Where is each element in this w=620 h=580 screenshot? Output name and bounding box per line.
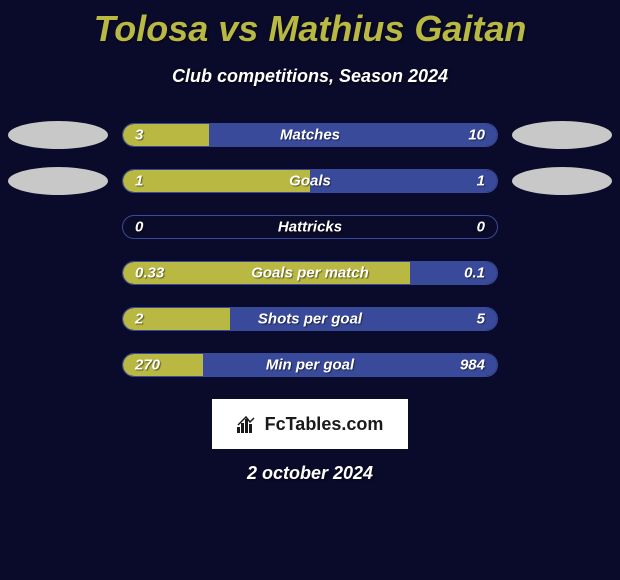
stat-bar-track: 0 0 Hattricks	[122, 215, 498, 239]
subtitle: Club competitions, Season 2024	[0, 66, 620, 87]
stat-value-left: 3	[135, 127, 143, 144]
player-avatar-right	[512, 213, 612, 241]
player-avatar-left	[8, 351, 108, 379]
stat-label: Min per goal	[266, 357, 354, 374]
stat-row: 1 1 Goals	[8, 169, 612, 193]
stat-label: Goals per match	[251, 265, 369, 282]
stat-bar-track: 0.33 0.1 Goals per match	[122, 261, 498, 285]
stat-value-right: 1	[477, 173, 485, 190]
stat-value-left: 2	[135, 311, 143, 328]
stat-label: Hattricks	[278, 219, 342, 236]
stat-value-right: 5	[477, 311, 485, 328]
stat-value-right: 10	[468, 127, 485, 144]
stat-bar-track: 3 10 Matches	[122, 123, 498, 147]
player-avatar-left	[8, 213, 108, 241]
stats-container: 3 10 Matches 1 1 Goals 0 0 Hattricks 0.33 0.1 Goals…	[0, 123, 620, 377]
player-avatar-right	[512, 259, 612, 287]
player-avatar-right	[512, 121, 612, 149]
player-avatar-right	[512, 351, 612, 379]
logo-box: FcTables.com	[212, 399, 408, 449]
stat-label: Shots per goal	[258, 311, 362, 328]
player-avatar-right	[512, 167, 612, 195]
stat-row: 0 0 Hattricks	[8, 215, 612, 239]
stat-row: 3 10 Matches	[8, 123, 612, 147]
stat-bar-right	[209, 124, 497, 146]
stat-row: 0.33 0.1 Goals per match	[8, 261, 612, 285]
stat-value-right: 0	[477, 219, 485, 236]
stat-bar-right	[310, 170, 497, 192]
player-avatar-right	[512, 305, 612, 333]
player-avatar-left	[8, 121, 108, 149]
logo: FcTables.com	[237, 414, 384, 435]
stat-value-left: 0	[135, 219, 143, 236]
stat-label: Matches	[280, 127, 340, 144]
stat-value-left: 1	[135, 173, 143, 190]
page-title: Tolosa vs Mathius Gaitan	[0, 0, 620, 50]
stat-bar-track: 2 5 Shots per goal	[122, 307, 498, 331]
chart-icon	[237, 415, 259, 433]
stat-bar-left	[123, 170, 310, 192]
stat-value-right: 0.1	[464, 265, 485, 282]
stat-value-left: 0.33	[135, 265, 164, 282]
stat-label: Goals	[289, 173, 331, 190]
stat-value-left: 270	[135, 357, 160, 374]
stat-value-right: 984	[460, 357, 485, 374]
stat-row: 2 5 Shots per goal	[8, 307, 612, 331]
player-avatar-left	[8, 259, 108, 287]
stat-row: 270 984 Min per goal	[8, 353, 612, 377]
player-avatar-left	[8, 305, 108, 333]
player-avatar-left	[8, 167, 108, 195]
stat-bar-track: 1 1 Goals	[122, 169, 498, 193]
date-label: 2 october 2024	[0, 463, 620, 484]
logo-text: FcTables.com	[265, 414, 384, 435]
stat-bar-track: 270 984 Min per goal	[122, 353, 498, 377]
